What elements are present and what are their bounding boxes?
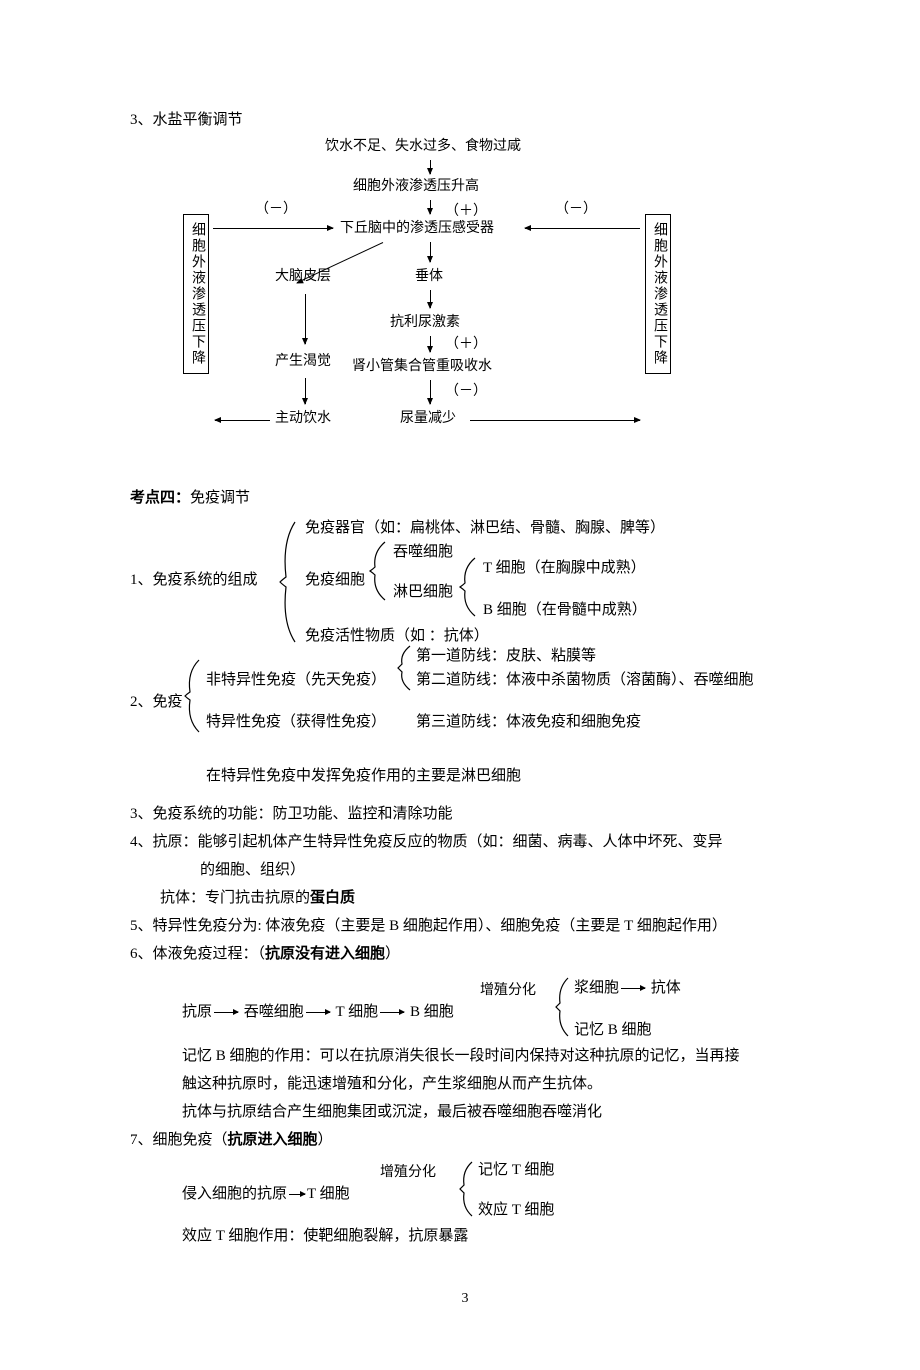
arrow — [470, 420, 640, 421]
arrow — [525, 228, 640, 229]
p4a: 4、抗原：能够引起机体产生特异性免疫反应的物质（如：细菌、病毒、人体中坏死、变异 — [130, 830, 800, 854]
immune-type-tree: 2、免疫 非特异性免疫（先天免疫） 第一道防线：皮肤、粘膜等 第二道防线：体液中… — [130, 656, 800, 756]
chain-b: B 细胞 — [410, 1004, 454, 1020]
p7-chain: 侵入细胞的抗原 T 细胞 — [182, 1180, 350, 1209]
p4c: 抗体：专门抗击抗原的蛋白质 — [130, 886, 800, 910]
flow-adh: 抗利尿激素 — [390, 312, 460, 334]
p6-note1: 记忆 B 细胞的作用：可以在抗原消失很长一段时间内保持对这种抗原的记忆，当再接 — [130, 1044, 800, 1068]
t2-head: 2、免疫 — [130, 688, 183, 717]
immune-system-tree: 1、免疫系统的组成 免疫器官（如：扁桃体、淋巴结、骨髓、胸腺、脾等） 免疫细胞 … — [130, 518, 800, 648]
flow-minus3: （－） — [445, 381, 487, 403]
right-box: 细胞外液渗透压下降 — [645, 214, 671, 374]
t1-cells: 免疫细胞 — [305, 566, 365, 595]
arrow — [430, 160, 431, 174]
p7-ag: 侵入细胞的抗原 — [182, 1186, 287, 1202]
cellular-chain: 侵入细胞的抗原T 细胞 增殖分化 记忆 T 细胞 效应 T 细胞 — [130, 1156, 800, 1220]
p7-memt: 记忆 T 细胞 — [478, 1156, 554, 1185]
p7-note: 效应 T 细胞作用：使靶细胞裂解，抗原暴露 — [130, 1224, 800, 1248]
t2-nonspec: 非特异性免疫（先天免疫） — [206, 666, 386, 695]
chain-ag: 抗原 — [182, 1004, 212, 1020]
p6-pre: 6、体液免疫过程：（ — [130, 946, 265, 962]
p7-prolif: 增殖分化 — [380, 1160, 436, 1187]
p6-plasma-row: 浆细胞 抗体 — [574, 974, 681, 1003]
t1-organ: 免疫器官（如：扁桃体、淋巴结、骨髓、胸腺、脾等） — [305, 514, 665, 543]
arrow — [430, 380, 431, 404]
t1-bcell: B 细胞（在骨髓中成熟） — [483, 596, 647, 625]
p3: 3、免疫系统的功能：防卫功能、监控和清除功能 — [130, 802, 800, 826]
flow-reabsorb: 肾小管集合管重吸收水 — [352, 356, 492, 378]
t1-head: 1、免疫系统的组成 — [130, 566, 258, 595]
arrow — [213, 228, 333, 229]
kd4-heading: 考点四：免疫调节 — [130, 486, 800, 510]
p7-efft: 效应 T 细胞 — [478, 1196, 554, 1225]
flow-top: 饮水不足、失水过多、食物过咸 — [325, 136, 521, 158]
p7-title: 7、细胞免疫（抗原进入细胞） — [130, 1128, 800, 1152]
flow-cortex: 大脑皮层 — [275, 266, 331, 288]
p4c-pre: 抗体：专门抗击抗原的 — [160, 890, 310, 906]
p6-post: ） — [385, 946, 400, 962]
p7-post: ） — [318, 1132, 333, 1148]
water-salt-flowchart: 饮水不足、失水过多、食物过咸 细胞外液渗透压升高 （－） （＋） （－） 下丘脑… — [135, 136, 795, 476]
p6-memb: 记忆 B 细胞 — [574, 1016, 652, 1045]
left-box: 细胞外液渗透压下降 — [183, 214, 209, 374]
t2-line3: 第三道防线：体液免疫和细胞免疫 — [416, 708, 641, 737]
p7-t: T 细胞 — [307, 1186, 350, 1202]
p7-pre: 7、细胞免疫（ — [130, 1132, 228, 1148]
kd4-title-bold: 考点四： — [130, 490, 190, 506]
p5: 5、特异性免疫分为: 体液免疫（主要是 B 细胞起作用）、细胞免疫（主要是 T … — [130, 914, 800, 938]
kd4-title2: 免疫调节 — [190, 490, 250, 506]
page-number: 3 — [130, 1288, 800, 1310]
flow-receptor: 下丘脑中的渗透压感受器 — [340, 218, 494, 240]
t1-phago: 吞噬细胞 — [393, 538, 453, 567]
arrow-icon — [214, 1012, 238, 1013]
p7-bold: 抗原进入细胞 — [228, 1132, 318, 1148]
arrow — [215, 420, 270, 421]
chain-t: T 细胞 — [336, 1004, 379, 1020]
p6-bold: 抗原没有进入细胞 — [265, 946, 385, 962]
t1-tcell: T 细胞（在胸腺中成熟） — [483, 554, 646, 583]
p6-plasma: 浆细胞 — [574, 980, 619, 996]
arrow — [430, 290, 431, 308]
arrow-icon — [306, 1012, 330, 1013]
arrow — [430, 242, 431, 262]
flow-plus2: （＋） — [445, 334, 487, 356]
p4c-bold: 蛋白质 — [310, 890, 355, 906]
p6-chain: 抗原 吞噬细胞 T 细胞 B 细胞 — [182, 998, 454, 1027]
flow-pituitary: 垂体 — [415, 266, 443, 288]
arrow — [430, 336, 431, 352]
t2-line2: 第二道防线：体液中杀菌物质（溶菌酶）、吞噬细胞 — [416, 666, 754, 695]
p6-title: 6、体液免疫过程：（抗原没有进入细胞） — [130, 942, 800, 966]
p4b: 的细胞、组织） — [130, 858, 800, 882]
t2-spec: 特异性免疫（获得性免疫） — [206, 708, 386, 737]
t2-note: 在特异性免疫中发挥免疫作用的主要是淋巴细胞 — [130, 764, 800, 788]
p6-prolif: 增殖分化 — [480, 978, 536, 1005]
flow-l2: 细胞外液渗透压升高 — [353, 176, 479, 198]
arrow-icon — [621, 988, 645, 989]
flow-minus-right: （－） — [555, 199, 597, 221]
arrow-icon — [289, 1194, 305, 1195]
chain-ph: 吞噬细胞 — [244, 1004, 304, 1020]
flow-thirst: 产生渴觉 — [275, 351, 331, 373]
p6-note3: 抗体与抗原结合产生细胞集团或沉淀，最后被吞噬细胞吞噬消化 — [130, 1100, 800, 1124]
arrow — [305, 294, 306, 344]
flow-minus-left: （－） — [255, 199, 297, 221]
flow-drink: 主动饮水 — [275, 408, 331, 430]
arrow — [430, 200, 431, 214]
arrow — [305, 378, 306, 404]
p6-note2: 触这种抗原时，能迅速增殖和分化，产生浆细胞从而产生抗体。 — [130, 1072, 800, 1096]
humoral-chain: 抗原 吞噬细胞 T 细胞 B 细胞 增殖分化 浆细胞 抗体 记忆 B 细胞 — [130, 970, 800, 1040]
t1-lymph: 淋巴细胞 — [393, 578, 453, 607]
arrow-icon — [380, 1012, 404, 1013]
p6-ab: 抗体 — [651, 980, 681, 996]
sec3-title: 3、水盐平衡调节 — [130, 108, 800, 132]
flow-urine: 尿量减少 — [400, 408, 456, 430]
